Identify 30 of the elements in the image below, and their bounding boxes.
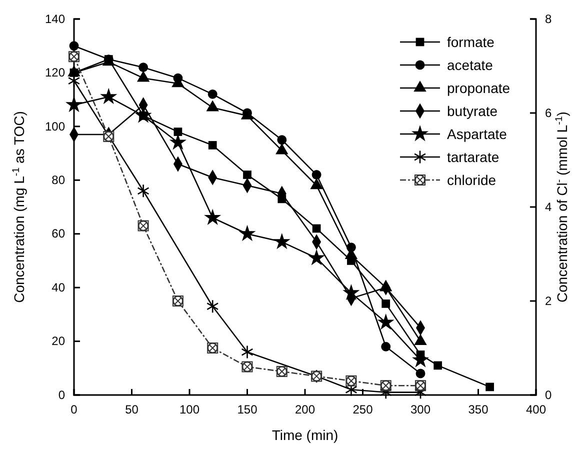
legend-label: formate (447, 34, 495, 50)
y2-tick-label: 2 (545, 294, 552, 308)
x-tick-label: 350 (468, 402, 489, 417)
y2-tick-label: 4 (545, 200, 552, 214)
legend-label: acetate (447, 57, 494, 73)
x-tick-label: 100 (179, 402, 200, 417)
y-tick-label: 60 (52, 226, 66, 241)
legend-label: chloride (447, 172, 496, 188)
x-tick-label: 300 (410, 402, 431, 417)
x-tick-label: 0 (70, 402, 78, 417)
y-tick-label: 20 (52, 334, 66, 348)
x-tick-label: 200 (294, 402, 316, 417)
x-tick-label: 50 (125, 402, 139, 417)
x-axis-title: Time (min) (272, 427, 338, 443)
x-tick-label: 150 (237, 402, 258, 417)
x-tick-label: 250 (352, 402, 374, 417)
y2-tick-label: 6 (545, 106, 552, 120)
y2-tick-label: 0 (545, 388, 552, 402)
legend-label: proponate (447, 80, 510, 96)
y2-tick-label: 8 (545, 12, 552, 26)
legend-label: tartarate (447, 149, 500, 165)
legend-label: Aspartate (447, 126, 508, 142)
y-tick-label: 100 (44, 119, 66, 134)
y-tick-label: 120 (44, 66, 66, 80)
y-tick-label: 0 (58, 388, 66, 402)
legend-label: butyrate (447, 103, 498, 119)
y-tick-label: 140 (44, 12, 66, 26)
y-tick-label: 40 (52, 280, 66, 294)
x-tick-label: 400 (526, 402, 546, 417)
y-tick-label: 80 (52, 172, 66, 187)
